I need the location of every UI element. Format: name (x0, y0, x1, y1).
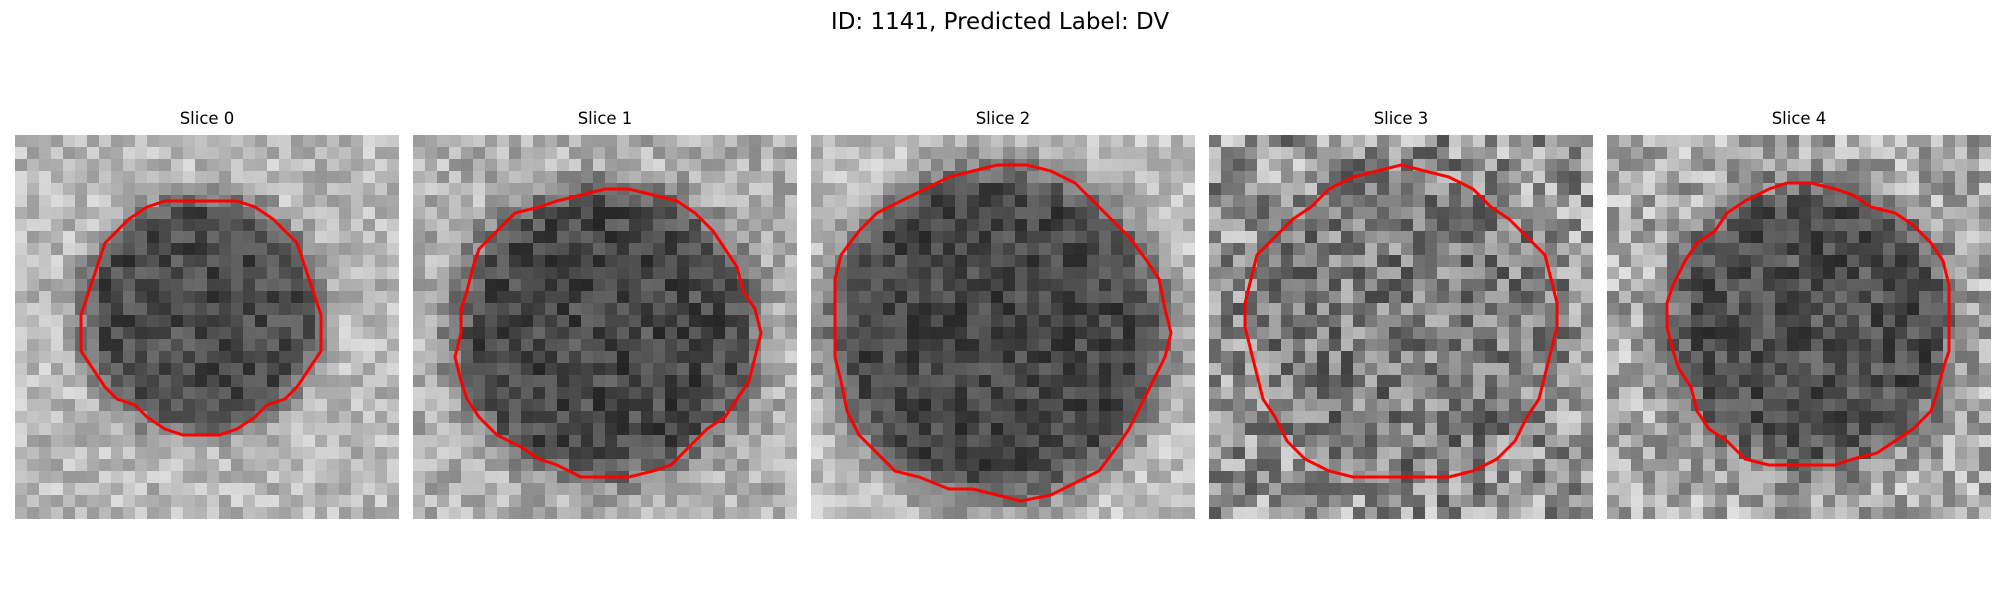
segmentation-contour (1665, 181, 1951, 467)
slice-image-3 (1209, 135, 1593, 519)
slice-image-0 (15, 135, 399, 519)
slice-image-1 (413, 135, 797, 519)
segmentation-contour (453, 187, 763, 479)
slice-image-4 (1607, 135, 1991, 519)
segmentation-contour (1243, 163, 1559, 479)
slice-title: Slice 4 (1771, 109, 1827, 128)
segmentation-contour (833, 163, 1173, 503)
figure-title: ID: 1141, Predicted Label: DV (830, 9, 1170, 35)
slice-title: Slice 1 (577, 109, 633, 128)
segmentation-contour (79, 199, 323, 437)
slice-title: Slice 2 (975, 109, 1031, 128)
slice-title: Slice 0 (179, 109, 235, 128)
slice-image-2 (811, 135, 1195, 519)
slice-title: Slice 3 (1373, 109, 1429, 128)
